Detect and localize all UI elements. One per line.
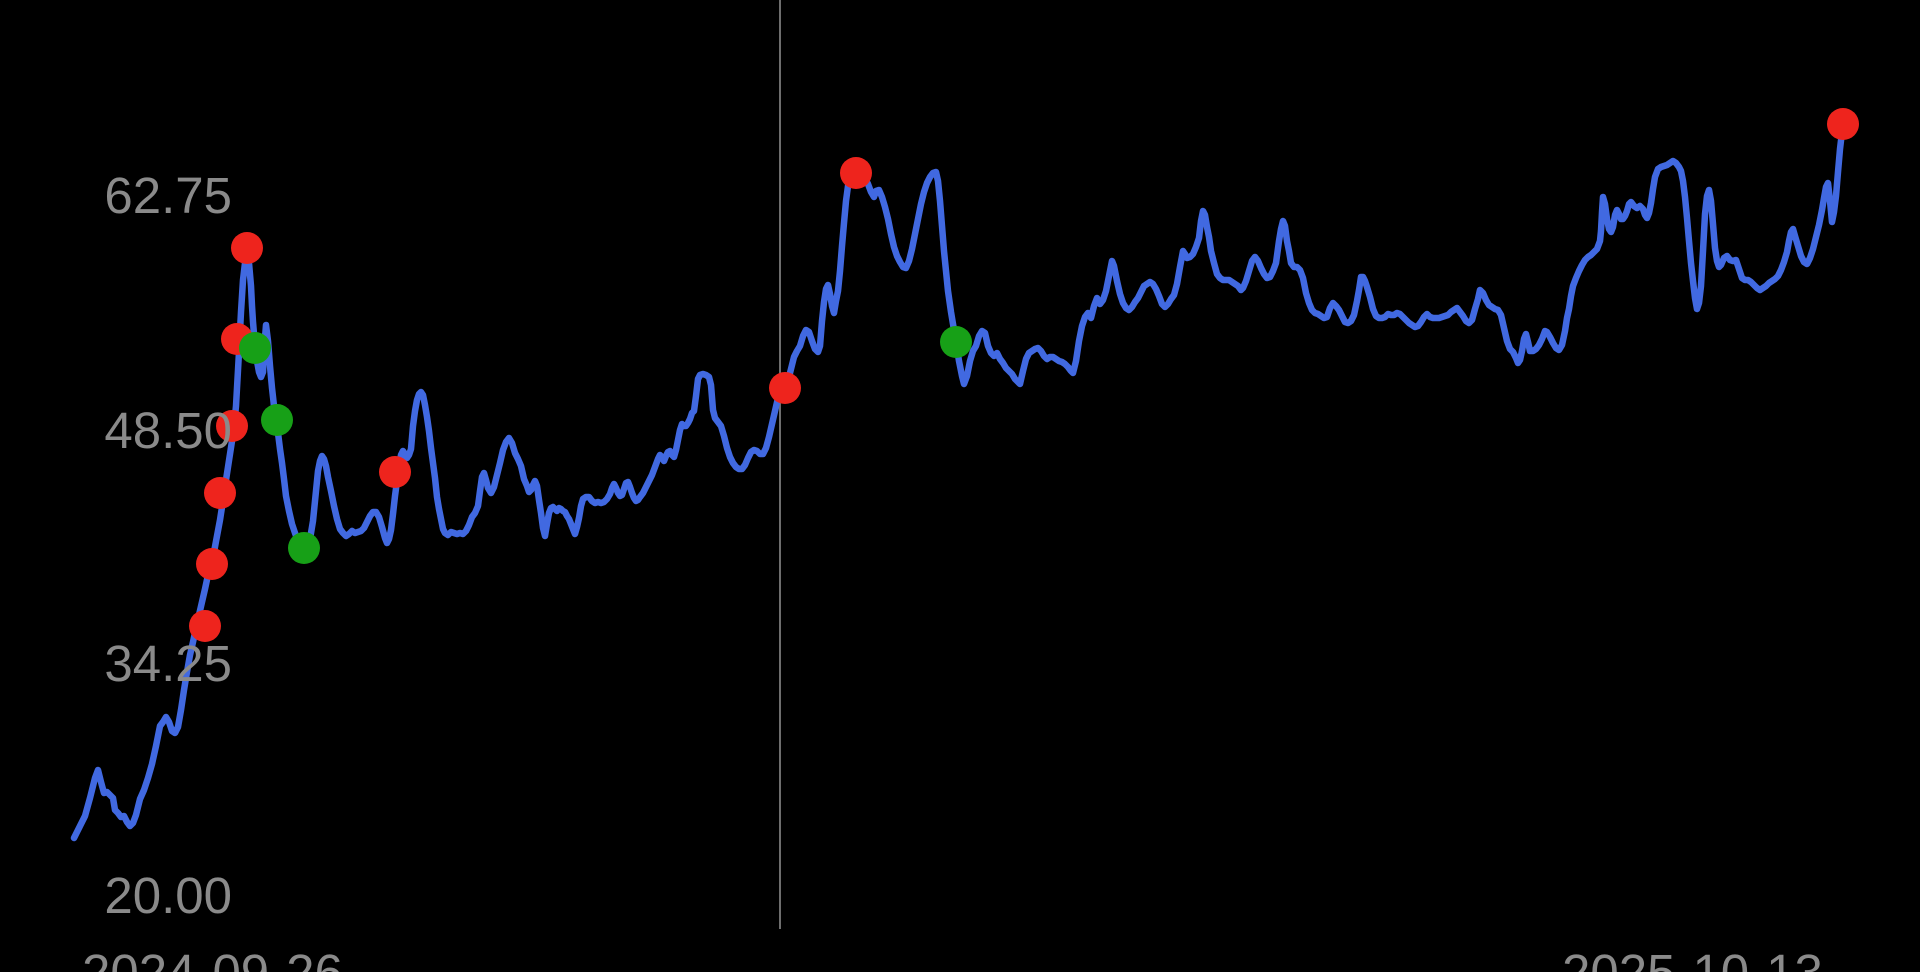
red-marker-dot: [840, 157, 872, 189]
red-marker-dot: [204, 477, 236, 509]
red-marker-dot: [189, 610, 221, 642]
red-marker-dot: [379, 456, 411, 488]
y-axis-tick-label: 20.00: [104, 867, 232, 924]
red-marker-dot: [231, 232, 263, 264]
red-marker-dot: [769, 372, 801, 404]
x-axis-tick-label-end: 2025-10-13: [1562, 947, 1823, 972]
green-marker-dot: [261, 404, 293, 436]
x-axis-tick-label-start: 2024-09-26: [82, 947, 343, 972]
red-marker-dot: [1827, 108, 1859, 140]
green-marker-dot: [239, 332, 271, 364]
green-marker-dot: [940, 326, 972, 358]
y-axis-tick-label: 62.75: [104, 167, 232, 224]
y-axis-tick-label: 34.25: [104, 635, 232, 692]
price-line: [70, 122, 1847, 842]
red-marker-dot: [216, 410, 248, 442]
red-marker-dot: [196, 548, 228, 580]
y-axis-tick-label: 48.50: [104, 402, 232, 459]
green-marker-dot: [288, 532, 320, 564]
